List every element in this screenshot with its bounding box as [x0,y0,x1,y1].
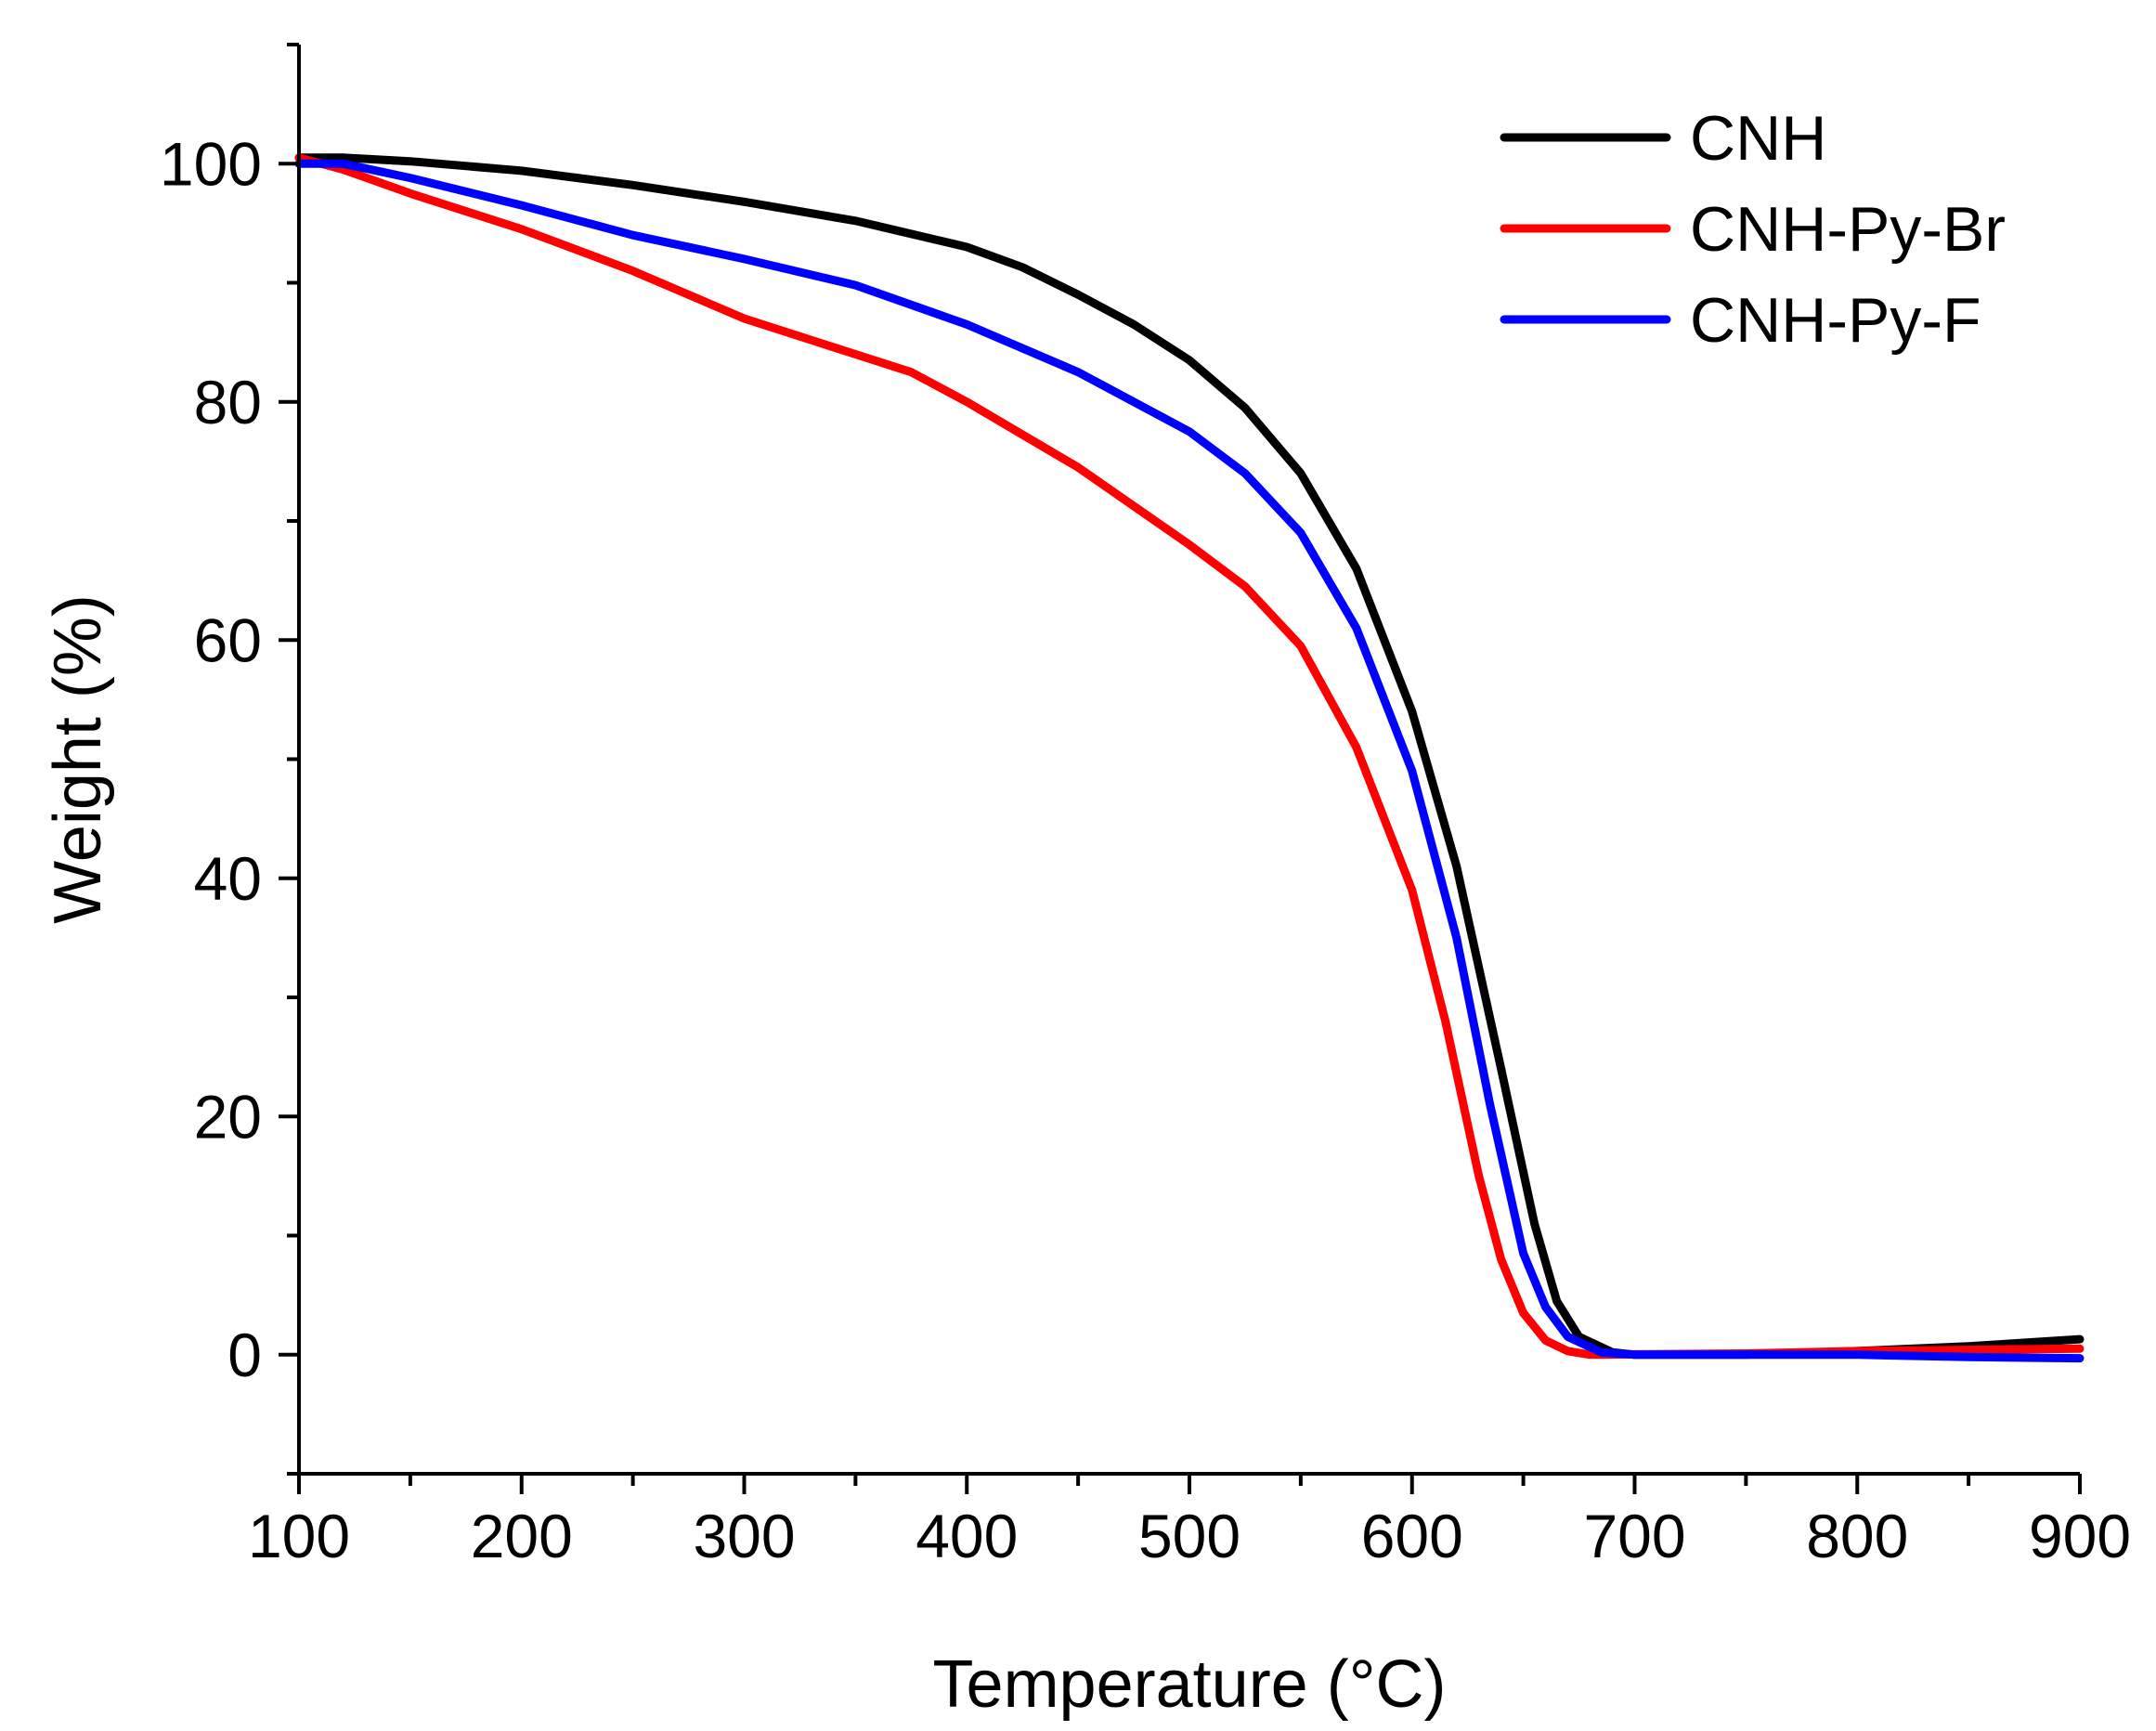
legend: CNH CNH-Py-Br CNH-Py-F [1500,103,2006,356]
y-axis: 0 20 40 60 80 100 [160,43,299,1476]
legend-label-cnh-py-f: CNH-Py-F [1690,285,1981,356]
x-tick-label: 300 [693,1502,795,1570]
series-line-cnh-py-br [294,153,2085,1360]
x-tick-label: 200 [471,1502,573,1570]
y-axis-title: Weight (%) [41,594,115,924]
series-layer [294,153,2085,1363]
x-tick-label: 600 [1361,1502,1463,1570]
y-tick-label: 0 [227,1321,262,1389]
legend-label-cnh: CNH [1690,103,1826,174]
x-tick-label: 800 [1806,1502,1908,1570]
x-tick-label: 700 [1583,1502,1685,1570]
x-axis: 100 200 300 400 500 600 700 800 900 [248,1474,2131,1570]
x-axis-title: Temperature (°C) [933,1647,1447,1722]
x-tick-label: 500 [1138,1502,1240,1570]
y-tick-label: 100 [160,129,262,198]
series-line-cnh-py-f [294,159,2085,1363]
x-tick-label: 400 [916,1502,1018,1570]
y-tick-label: 80 [194,368,262,436]
legend-label-cnh-py-br: CNH-Py-Br [1690,194,2006,265]
x-tick-label: 900 [2029,1502,2131,1570]
y-tick-label: 40 [194,844,262,913]
y-tick-label: 60 [194,605,262,674]
x-tick-label: 100 [248,1502,350,1570]
y-tick-label: 20 [194,1082,262,1151]
